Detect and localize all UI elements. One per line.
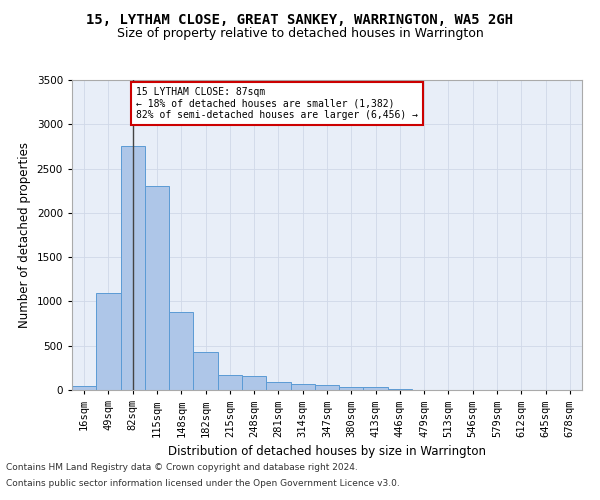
Text: 15, LYTHAM CLOSE, GREAT SANKEY, WARRINGTON, WA5 2GH: 15, LYTHAM CLOSE, GREAT SANKEY, WARRINGT… [86,12,514,26]
Y-axis label: Number of detached properties: Number of detached properties [18,142,31,328]
X-axis label: Distribution of detached houses by size in Warrington: Distribution of detached houses by size … [168,445,486,458]
Text: Contains public sector information licensed under the Open Government Licence v3: Contains public sector information licen… [6,478,400,488]
Text: Contains HM Land Registry data © Crown copyright and database right 2024.: Contains HM Land Registry data © Crown c… [6,464,358,472]
Bar [145,186,169,390]
Bar [193,352,218,390]
Bar [96,292,121,390]
Bar [266,382,290,390]
Bar [290,384,315,390]
Text: 15 LYTHAM CLOSE: 87sqm
← 18% of detached houses are smaller (1,382)
82% of semi-: 15 LYTHAM CLOSE: 87sqm ← 18% of detached… [136,87,418,120]
Bar [72,386,96,390]
Bar [121,146,145,390]
Bar [388,389,412,390]
Bar [339,387,364,390]
Bar [242,376,266,390]
Bar [364,388,388,390]
Bar [315,385,339,390]
Text: Size of property relative to detached houses in Warrington: Size of property relative to detached ho… [116,28,484,40]
Bar [218,375,242,390]
Bar [169,312,193,390]
